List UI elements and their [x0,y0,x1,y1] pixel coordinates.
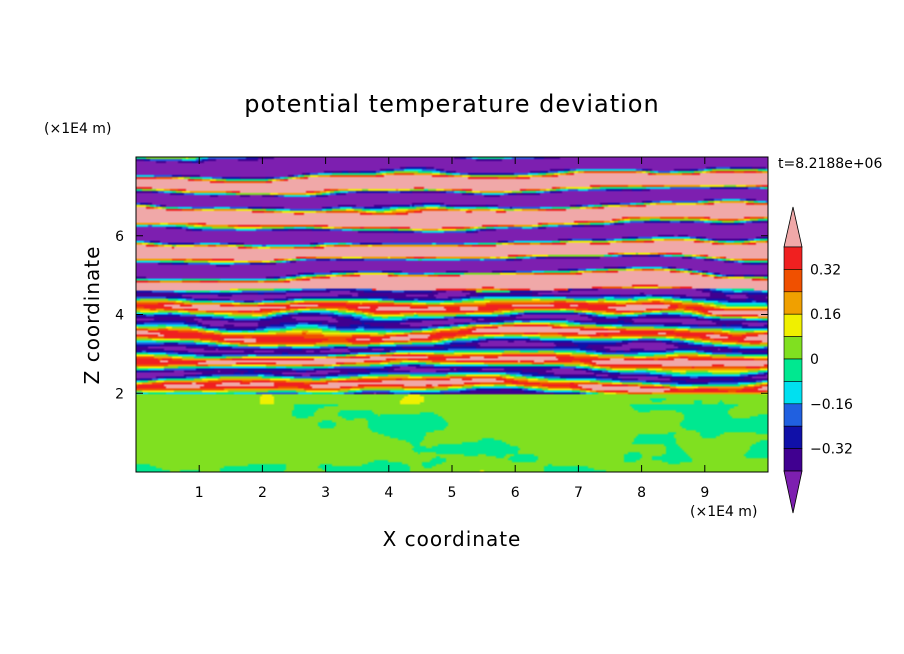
colorbar-swatch [783,246,803,270]
time-label: t=8.2188e+06 [778,156,882,172]
y-axis: 2 4 6 [115,229,768,402]
x-tick-label: 5 [448,485,457,501]
y-tick-label: 2 [115,386,124,402]
colorbar-label: 0.32 [810,262,841,278]
colorbar-swatch [783,269,803,293]
y-unit-label: (×1E4 m) [44,121,111,137]
x-tick-label: 2 [258,485,267,501]
colorbar-max-extension [783,206,803,248]
colorbar-swatch [783,291,803,315]
colorbar-swatch [783,358,803,382]
colorbar-swatch [783,313,803,337]
colorbar-label: 0.16 [810,307,841,323]
x-tick-label: 8 [637,485,646,501]
y-tick-label: 4 [115,308,124,324]
x-axis: 1 2 3 4 5 6 7 8 9 [195,157,709,501]
x-tick-label: 3 [321,485,330,501]
x-axis-label: X coordinate [383,527,522,551]
x-unit-label: (×1E4 m) [690,504,757,520]
colorbar-swatch [783,448,803,472]
x-tick-label: 6 [511,485,520,501]
contour-image [136,157,768,472]
colorbar: 0.32 0.16 0 −0.16 −0.32 [783,206,853,514]
colorbar-label: −0.16 [810,397,853,413]
contour-field [136,157,768,472]
colorbar-swatch [783,403,803,427]
x-tick-label: 7 [574,485,583,501]
colorbar-swatch [783,336,803,360]
colorbar-label: −0.32 [810,442,853,458]
colorbar-swatch [783,425,803,449]
colorbar-swatch [783,381,803,405]
chart-title: potential temperature deviation [244,90,659,118]
y-tick-label: 6 [115,229,124,245]
y-axis-label: Z coordinate [80,246,104,385]
x-tick-label: 1 [195,485,204,501]
x-tick-label: 9 [700,485,709,501]
colorbar-min-extension [783,470,803,514]
colorbar-label: 0 [810,352,819,368]
x-tick-label: 4 [384,485,393,501]
